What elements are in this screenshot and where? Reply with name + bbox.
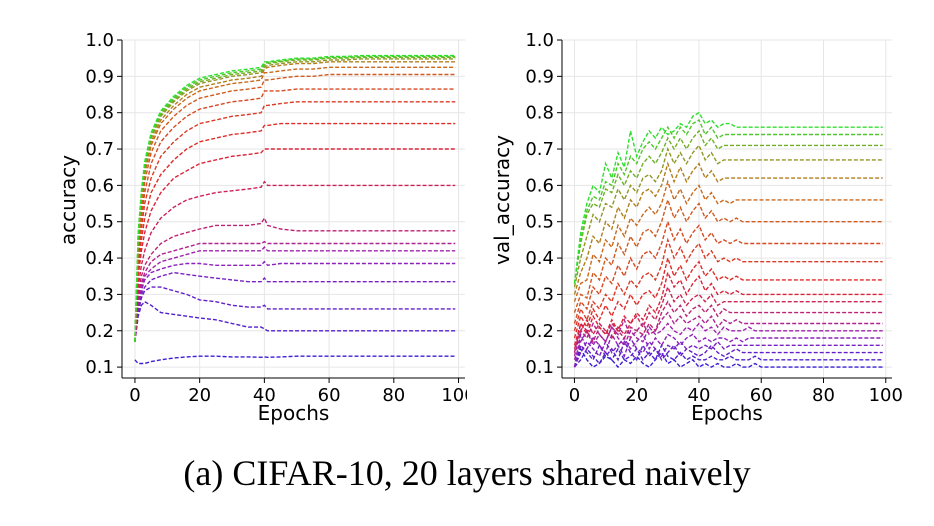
x-tick-label: 60 [318, 385, 341, 406]
series-line [134, 148, 456, 342]
x-axis-label: Epochs [691, 401, 763, 425]
y-tick-label: 0.8 [85, 103, 114, 124]
x-axis-label: Epochs [258, 401, 330, 425]
series-line [134, 300, 456, 342]
y-tick-label: 0.1 [85, 357, 114, 378]
series-line [134, 216, 456, 342]
series-line [573, 179, 883, 302]
series-line [573, 270, 883, 346]
series-line [134, 271, 456, 342]
x-tick-label: 40 [253, 385, 276, 406]
accuracy-chart: 0 20 40 60 80 100 0.1 0.2 0.3 0.4 0.5 0.6 0.7 0.8 0.9 1… [56, 30, 467, 425]
y-tick-label: 0.9 [85, 66, 114, 87]
x-tick-label: 40 [688, 385, 711, 406]
y-tick-label: 0.9 [525, 66, 554, 87]
series-line [134, 240, 456, 342]
series-line [573, 311, 883, 357]
series-line [573, 347, 883, 369]
series-line [573, 255, 883, 339]
y-tick-label: 0.8 [525, 103, 554, 124]
series-line [573, 237, 883, 331]
y-tick-label: 1.0 [85, 30, 114, 51]
series-line [134, 355, 456, 365]
series-line [573, 332, 883, 368]
y-axis-label: val_accuracy [490, 135, 514, 265]
series-line [573, 336, 883, 368]
series-line [573, 340, 883, 368]
series-line [134, 54, 456, 342]
x-tick-label: 100 [869, 385, 903, 406]
series-line [573, 300, 883, 353]
y-tick-label: 0.1 [525, 357, 554, 378]
series-line [573, 197, 883, 313]
y-tick-label: 0.3 [525, 284, 554, 305]
series-line [573, 161, 883, 295]
series-line [573, 144, 883, 288]
series-line [134, 66, 456, 342]
series-line [134, 55, 456, 342]
val-accuracy-chart: 0 20 40 60 80 100 0.1 0.2 0.3 0.4 0.5 0.6 0.7 0.8 0.9 1… [490, 30, 903, 425]
series-line [134, 122, 456, 342]
series-line [134, 101, 456, 342]
series-line [134, 61, 456, 342]
series-line [573, 111, 883, 284]
series-line [134, 73, 456, 342]
series-line [134, 180, 456, 342]
y-tick-label: 0.2 [85, 321, 114, 342]
series-line [134, 246, 456, 342]
y-tick-label: 0.3 [85, 284, 114, 305]
figure-caption: (a) CIFAR-10, 20 layers shared naively [183, 453, 751, 493]
x-tick-label: 80 [382, 385, 405, 406]
y-tick-label: 0.7 [85, 139, 114, 160]
y-tick-label: 0.6 [525, 175, 554, 196]
x-tick-label: 20 [188, 385, 211, 406]
series-line [573, 129, 883, 284]
series-line [134, 286, 456, 342]
x-tick-label: 20 [625, 385, 648, 406]
series-line [573, 118, 883, 284]
series-line [573, 285, 883, 350]
series-line [134, 56, 456, 342]
y-tick-label: 0.7 [525, 139, 554, 160]
x-tick-label: 100 [441, 385, 467, 406]
series-line [134, 260, 456, 342]
y-tick-label: 0.5 [525, 212, 554, 233]
x-tick-label: 0 [569, 385, 580, 406]
y-tick-label: 0.4 [85, 248, 114, 269]
series-line [134, 88, 456, 342]
y-tick-label: 0.2 [525, 321, 554, 342]
y-tick-label: 0.6 [85, 175, 114, 196]
y-tick-label: 1.0 [525, 30, 554, 51]
x-tick-label: 60 [750, 385, 773, 406]
x-tick-label: 0 [129, 385, 140, 406]
x-tick-label: 80 [812, 385, 835, 406]
y-axis-label: accuracy [56, 155, 80, 245]
series-line [573, 219, 883, 324]
series-line [573, 322, 883, 361]
y-tick-label: 0.5 [85, 212, 114, 233]
y-tick-label: 0.4 [525, 248, 554, 269]
